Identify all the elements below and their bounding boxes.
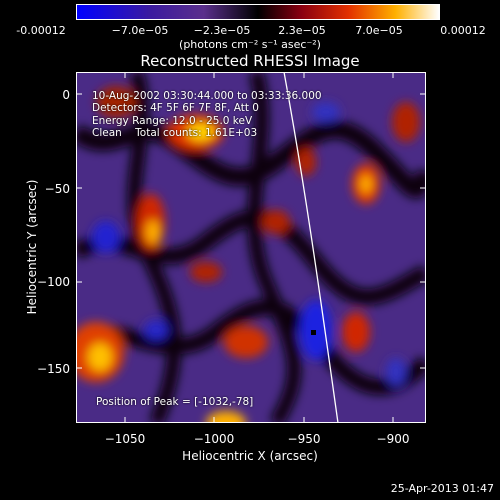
colorbar-units: (photons cm⁻² s⁻¹ asec⁻²) xyxy=(179,38,321,51)
colorbar-tick-label: −7.0e−05 xyxy=(111,24,169,37)
time-range: 10-Aug-2002 03:30:44.000 to 03:33:36.000 xyxy=(92,90,322,102)
colorbar-tick-label: 2.3e−05 xyxy=(278,24,326,37)
colorbar-tick-label: -0.00012 xyxy=(16,24,66,37)
x-tick-label: −1050 xyxy=(104,432,146,446)
plot-title: Reconstructed RHESSI Image xyxy=(140,52,360,70)
clean-counts: Clean Total counts: 1.61E+03 xyxy=(92,127,258,140)
colorbar-tick-label: 0.00012 xyxy=(440,24,486,37)
y-axis-label: Heliocentric Y (arcsec) xyxy=(25,179,39,315)
y-tick-label: −50 xyxy=(44,182,70,196)
energy-range: Energy Range: 12.0 - 25.0 keV xyxy=(92,114,253,127)
detectors: Detectors: 4F 5F 6F 7F 8F, Att 0 xyxy=(92,102,259,115)
colorbar xyxy=(76,4,440,20)
x-axis-label: Heliocentric X (arcsec) xyxy=(182,449,318,463)
rhessi-image xyxy=(76,72,426,423)
colorbar-tick-label: −2.3e−05 xyxy=(193,24,251,37)
x-tick-label: −1000 xyxy=(193,432,235,446)
colorbar-tick-label: 7.0e−05 xyxy=(355,24,403,37)
y-tick-label: 0 xyxy=(62,88,70,102)
peak-position: Position of Peak = [-1032,-78] xyxy=(96,396,254,408)
y-tick-label: −150 xyxy=(37,362,70,376)
timestamp: 25-Apr-2013 01:47 xyxy=(390,482,494,495)
x-tick-label: −950 xyxy=(287,432,321,446)
observation-info: 10-Aug-2002 03:30:44.000 to 03:33:36.000… xyxy=(92,90,322,140)
y-tick-label: −100 xyxy=(37,275,70,289)
x-tick-label: −900 xyxy=(376,432,410,446)
